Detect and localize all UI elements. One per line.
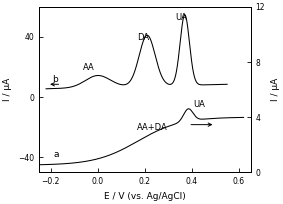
Text: UA: UA: [193, 100, 205, 109]
Text: a: a: [53, 150, 59, 159]
Y-axis label: I / μA: I / μA: [271, 78, 280, 101]
Text: b: b: [52, 74, 58, 83]
Y-axis label: I / μA: I / μA: [3, 78, 12, 101]
Text: UA: UA: [175, 13, 187, 22]
Text: DA: DA: [138, 32, 150, 41]
X-axis label: E / V (vs. Ag/AgCl): E / V (vs. Ag/AgCl): [104, 192, 186, 201]
Text: AA+DA: AA+DA: [136, 123, 167, 132]
Text: AA: AA: [83, 63, 94, 72]
